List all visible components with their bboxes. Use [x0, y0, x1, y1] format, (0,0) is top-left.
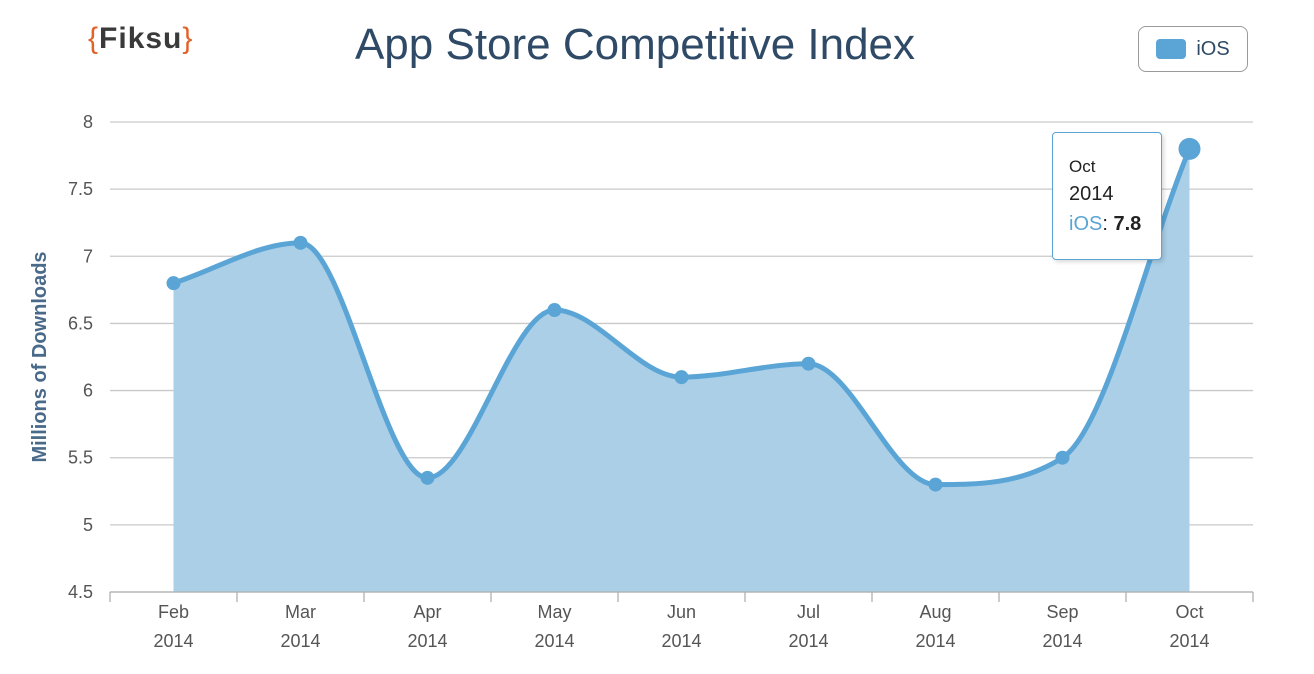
legend-swatch	[1156, 39, 1187, 59]
x-tick-label: 2014	[534, 631, 574, 651]
y-tick-label: 6.5	[68, 313, 93, 333]
tooltip-value: 7.8	[1113, 213, 1142, 235]
data-point	[674, 370, 689, 385]
x-tick-label: 2014	[915, 631, 955, 651]
data-point	[1178, 137, 1201, 160]
data-point	[166, 276, 181, 291]
x-tick-label: 2014	[280, 631, 320, 651]
y-tick-label: 5	[83, 515, 93, 535]
x-tick-label: Oct	[1175, 602, 1203, 622]
x-tick-label: 2014	[1169, 631, 1209, 651]
data-point	[801, 356, 816, 371]
x-tick-label: 2014	[661, 631, 701, 651]
data-point	[1055, 450, 1070, 465]
x-tick-label: 2014	[407, 631, 447, 651]
x-tick-label: Feb	[158, 602, 189, 622]
y-tick-label: 7.5	[68, 179, 93, 199]
data-point	[293, 235, 308, 250]
chart-title: App Store Competitive Index	[354, 20, 916, 69]
y-tick-label: 8	[83, 112, 93, 132]
tooltip-series-name: iOS	[1069, 213, 1103, 235]
data-point	[547, 303, 562, 317]
x-tick-label: Aug	[919, 602, 951, 622]
tooltip-year: 2014	[1069, 183, 1114, 205]
x-tick-label: 2014	[788, 631, 828, 651]
y-tick-label: 6	[83, 381, 93, 401]
y-tick-label: 7	[83, 246, 93, 266]
tooltip: Oct 2014 iOS: 7.8	[1052, 132, 1162, 260]
tooltip-value-line: iOS: 7.8	[1069, 213, 1142, 235]
x-tick-label: Sep	[1046, 602, 1078, 622]
fiksu-logo: {Fiksu}	[88, 22, 194, 55]
legend-label: iOS	[1196, 37, 1230, 60]
y-tick-label: 5.5	[68, 448, 93, 468]
data-point	[928, 477, 943, 492]
x-tick-label: May	[537, 602, 571, 622]
x-tick-label: Jun	[667, 602, 696, 622]
data-point	[420, 470, 435, 485]
y-tick-label: 4.5	[68, 582, 93, 602]
x-tick-label: Jul	[797, 602, 820, 622]
legend-item-ios[interactable]: iOS	[1138, 26, 1248, 72]
tooltip-month: Oct	[1069, 157, 1096, 176]
y-axis-label: Millions of Downloads	[29, 251, 51, 462]
x-tick-label: Apr	[413, 602, 441, 622]
x-tick-label: 2014	[153, 631, 193, 651]
x-tick-label: 2014	[1042, 631, 1082, 651]
x-tick-label: Mar	[285, 602, 316, 622]
